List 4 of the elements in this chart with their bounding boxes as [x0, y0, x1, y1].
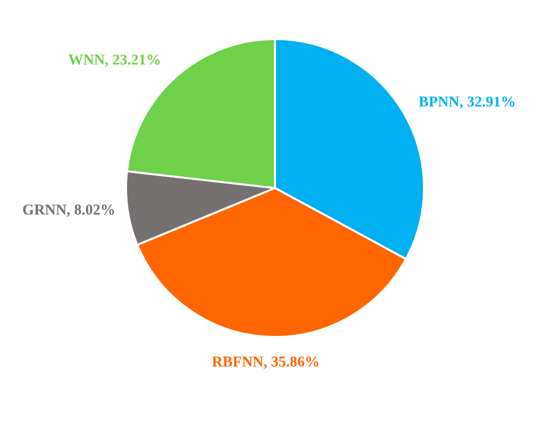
- slice-label: GRNN, 8.02%: [22, 202, 116, 218]
- slice-label: BPNN, 32.91%: [418, 94, 516, 110]
- slice-label: RBFNN, 35.86%: [212, 354, 320, 371]
- slice-label: WNN, 23.21%: [68, 52, 162, 68]
